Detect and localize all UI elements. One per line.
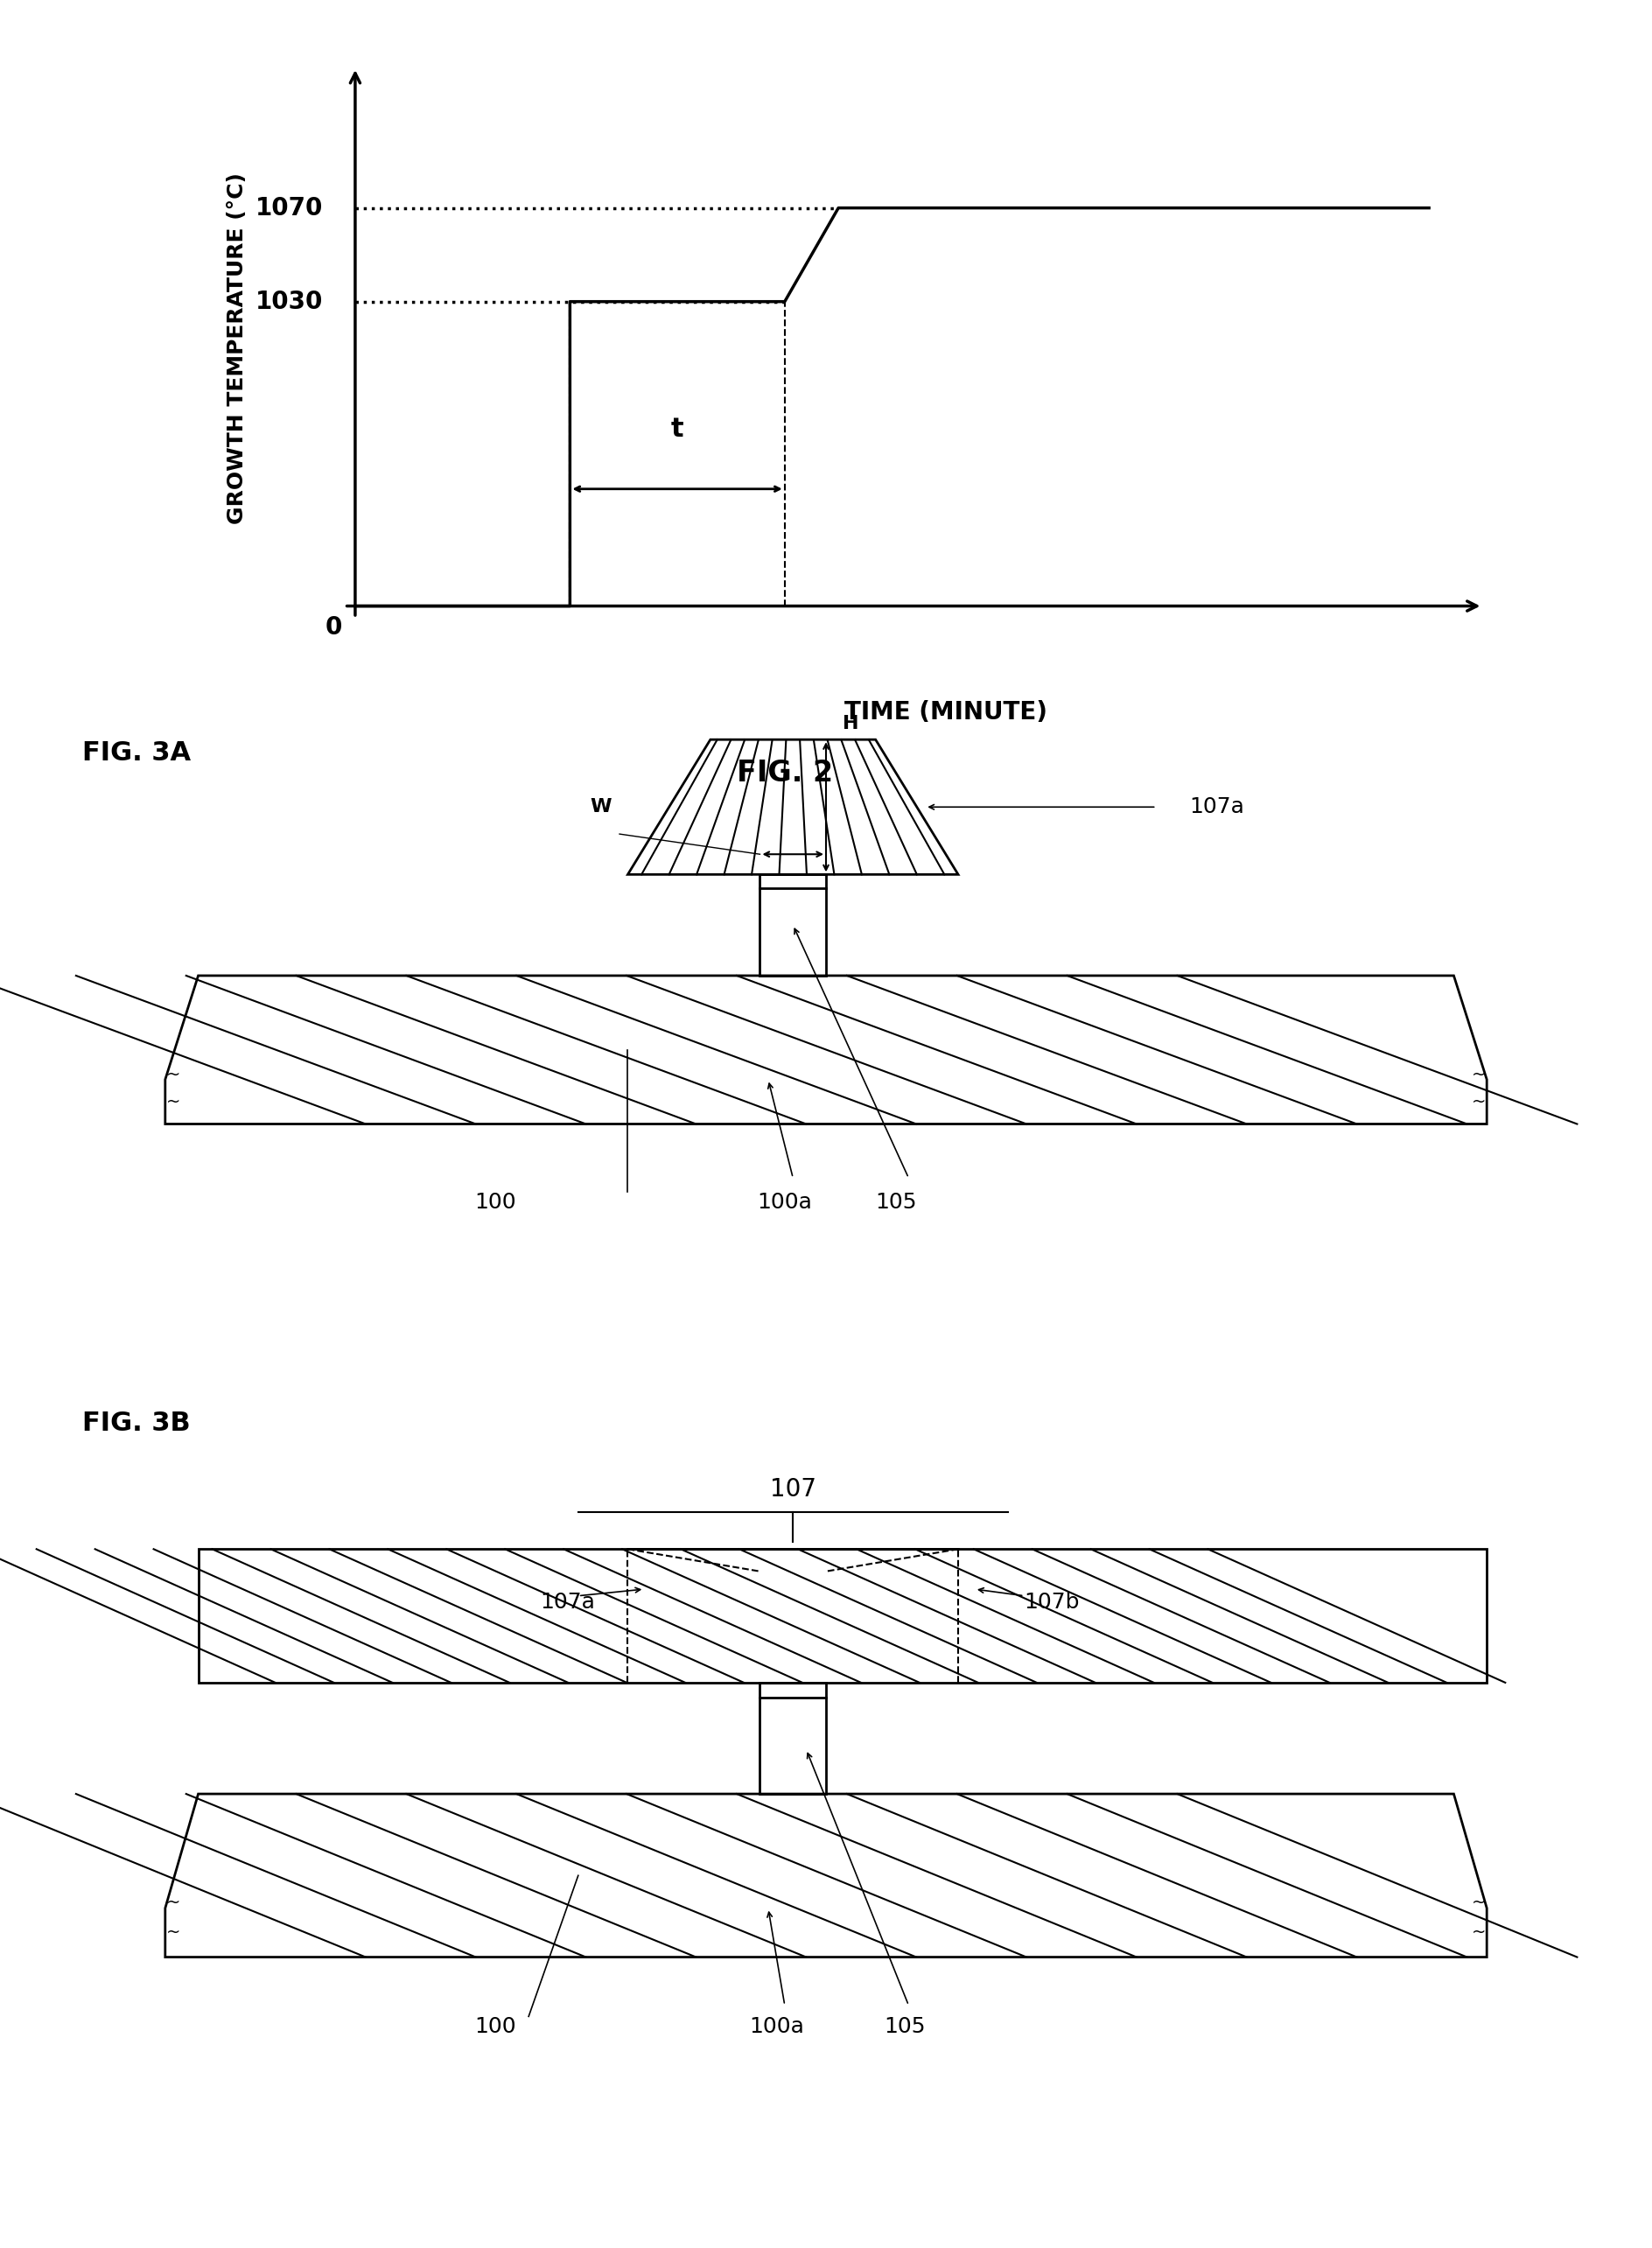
Text: 1070: 1070: [256, 196, 322, 220]
Text: 100: 100: [474, 1191, 517, 1212]
Text: FIG. 3B: FIG. 3B: [83, 1409, 190, 1436]
Text: ~: ~: [1472, 1895, 1485, 1911]
Text: 105: 105: [884, 2016, 925, 2037]
Text: 0: 0: [325, 616, 342, 641]
Text: H: H: [843, 715, 859, 733]
Text: ~: ~: [1472, 1093, 1485, 1111]
Text: ~: ~: [1472, 1066, 1485, 1084]
Text: ~: ~: [167, 1093, 180, 1111]
Text: 105: 105: [876, 1191, 917, 1212]
Text: ~: ~: [167, 1066, 180, 1084]
Text: 107: 107: [770, 1477, 816, 1502]
Text: FIG. 3A: FIG. 3A: [83, 740, 192, 767]
Text: 1030: 1030: [256, 290, 322, 315]
Text: 100a: 100a: [748, 2016, 805, 2037]
Text: ~: ~: [167, 1924, 180, 1940]
Text: GROWTH TEMPERATURE (°C): GROWTH TEMPERATURE (°C): [226, 173, 248, 524]
Text: 100: 100: [474, 2016, 517, 2037]
Text: W: W: [590, 798, 611, 816]
Text: 107a: 107a: [1189, 796, 1244, 818]
Text: 107b: 107b: [1024, 1592, 1080, 1614]
Text: FIG. 2: FIG. 2: [737, 758, 833, 787]
Text: t: t: [671, 416, 684, 443]
Text: ~: ~: [1472, 1924, 1485, 1940]
Text: 107a: 107a: [540, 1592, 595, 1614]
Text: TIME (MINUTE): TIME (MINUTE): [844, 699, 1047, 724]
Text: ~: ~: [167, 1895, 180, 1911]
Text: 100a: 100a: [757, 1191, 813, 1212]
